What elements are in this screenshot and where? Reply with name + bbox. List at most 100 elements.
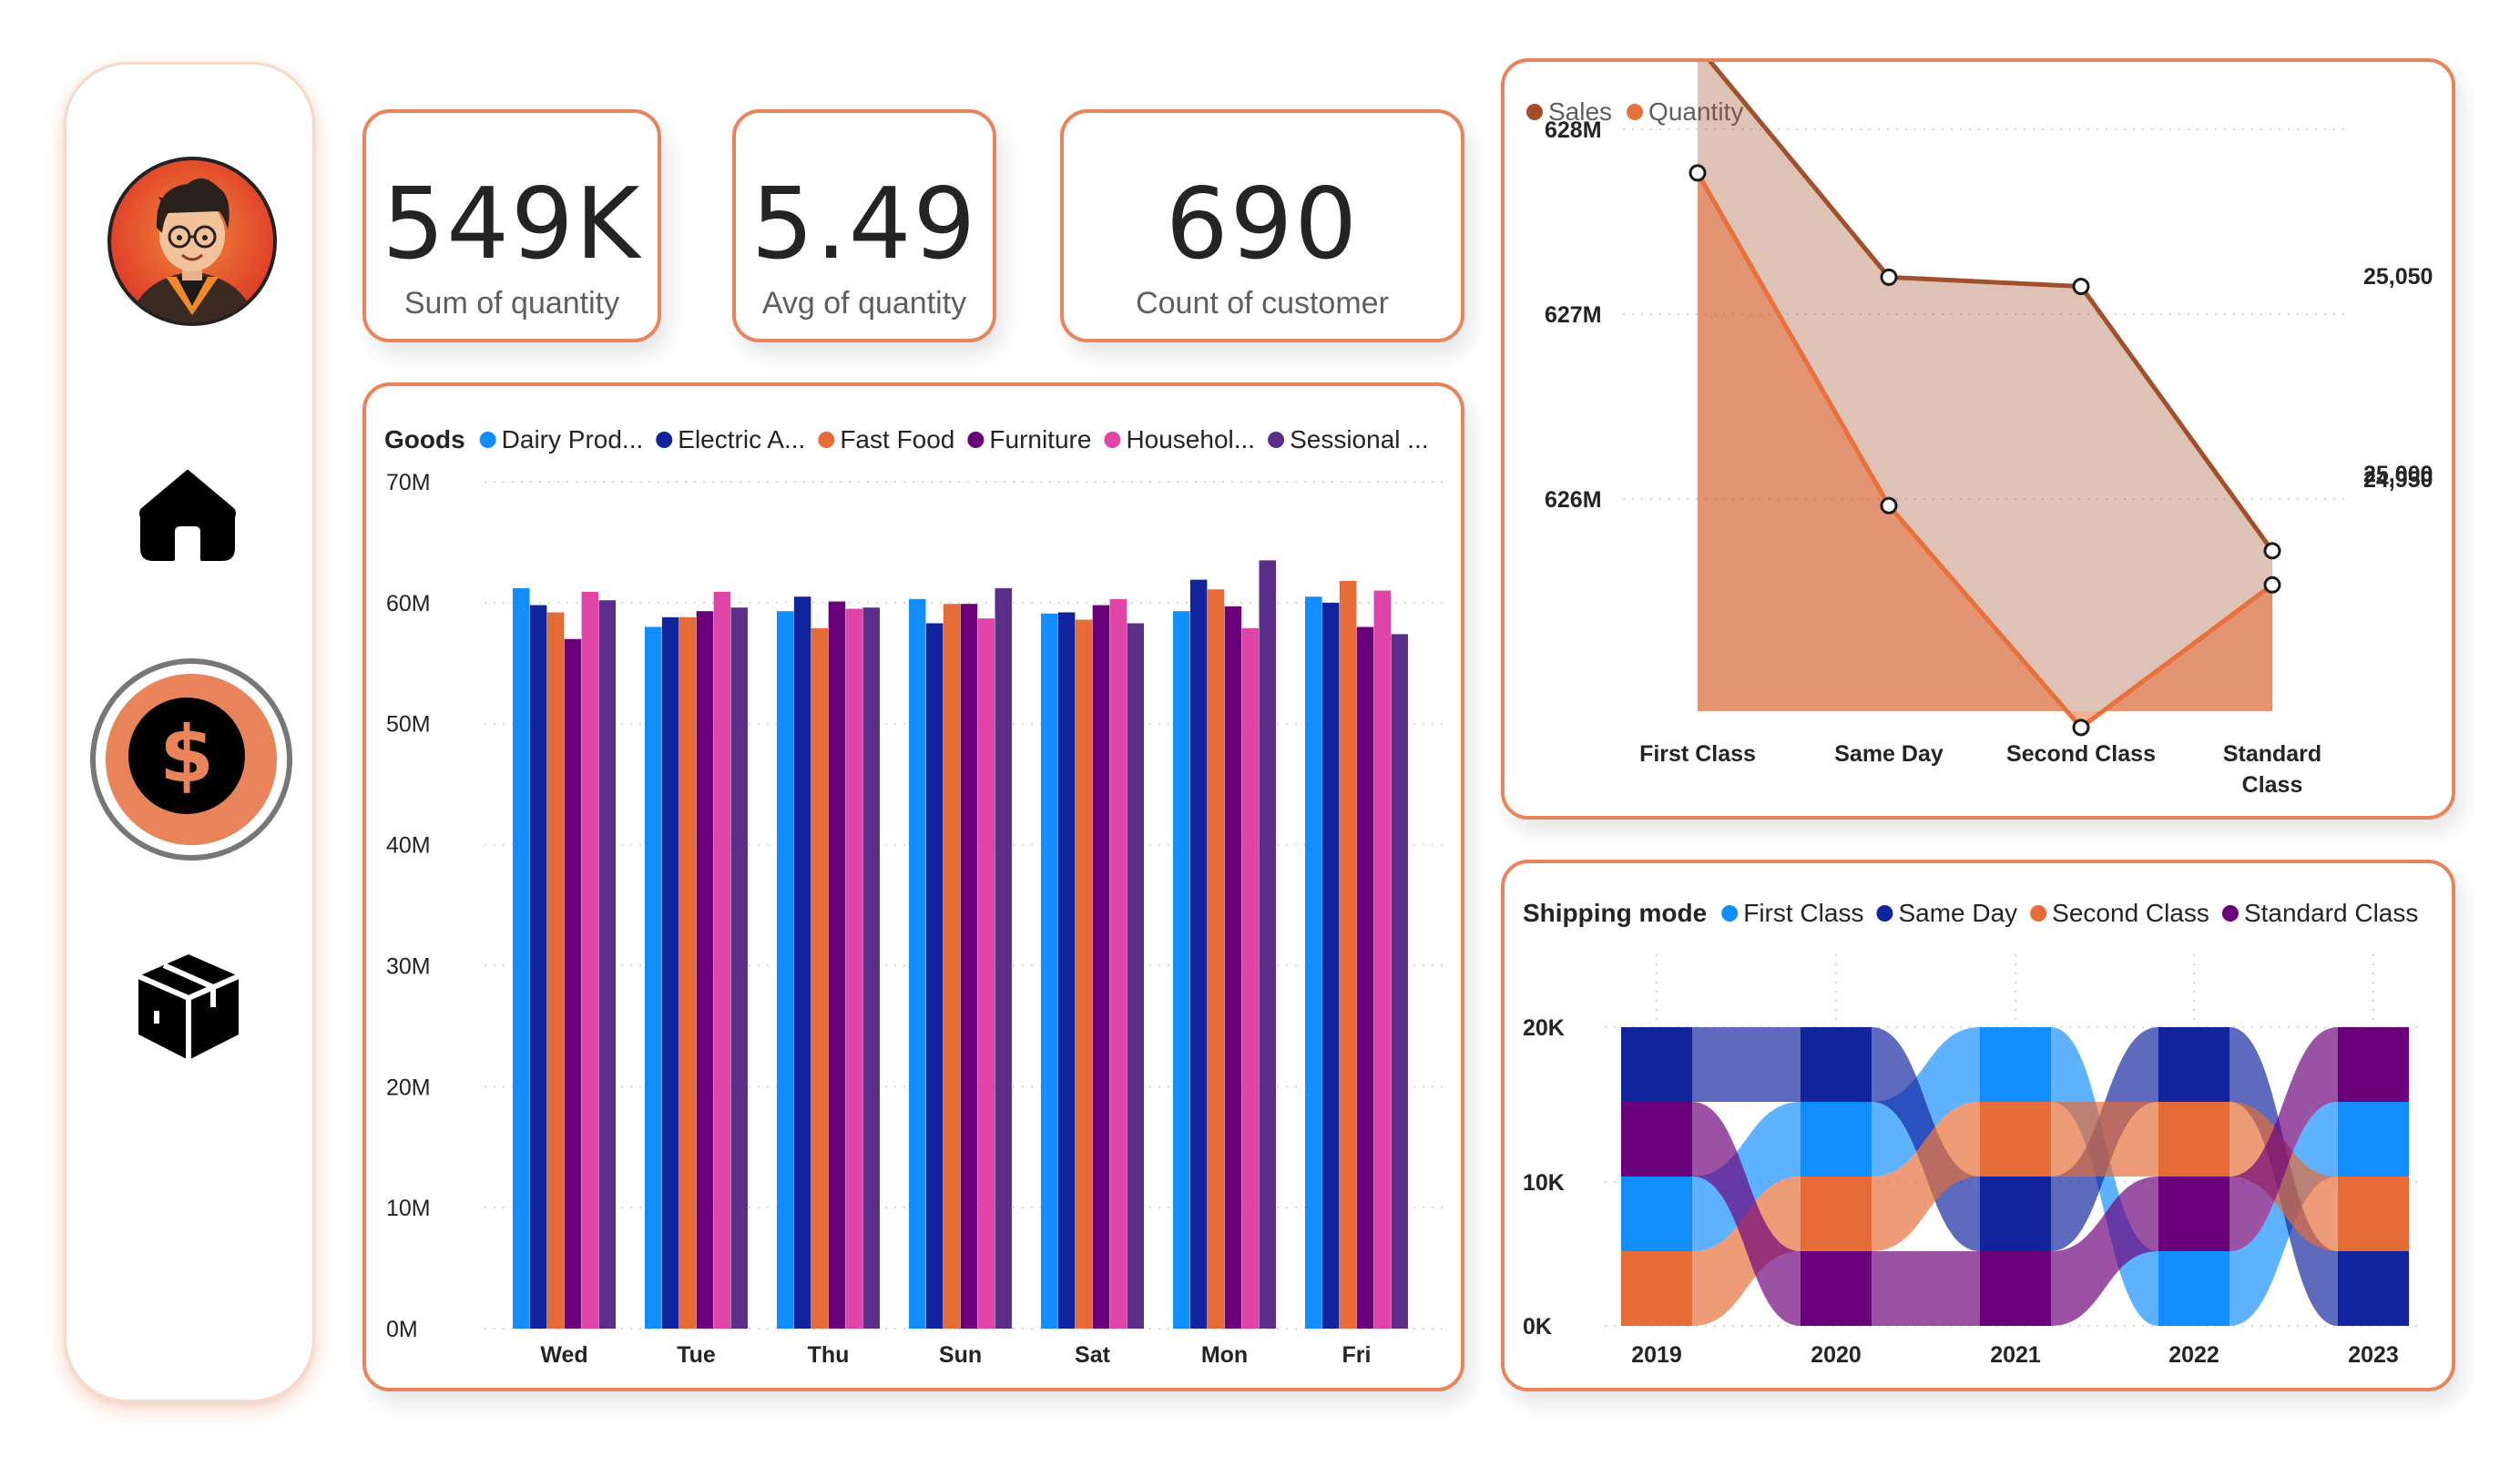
- legend-label: Fast Food: [840, 425, 954, 453]
- bar: [1321, 602, 1340, 1329]
- kpi-card-sum-quantity[interactable]: 549K Sum of quantity: [362, 109, 661, 342]
- y-right-tick-label: 25,050: [2363, 264, 2433, 290]
- bar: [1339, 580, 1357, 1329]
- sales-point: [2263, 542, 2281, 560]
- ribbon-segment: [1801, 1177, 1872, 1251]
- y-tick-label: 10M: [386, 1196, 431, 1221]
- ribbon-connector: [1872, 1102, 1980, 1251]
- bar: [661, 616, 679, 1329]
- bar: [581, 591, 599, 1329]
- nav-products[interactable]: [129, 947, 248, 1065]
- y-left-tick-label: 626M: [1545, 487, 1602, 513]
- ribbon-segment: [2158, 1027, 2229, 1102]
- y-left-tick-label: 628M: [1545, 117, 1602, 143]
- legend-label: Sessional ...: [1290, 425, 1429, 453]
- ribbon-segment: [2158, 1251, 2229, 1326]
- ribbon-segment: [1801, 1027, 1872, 1102]
- kpi-value: 549K: [382, 168, 642, 281]
- quantity-point: [1689, 164, 1707, 182]
- bar: [1391, 634, 1408, 1329]
- ribbon-segment: [1621, 1027, 1692, 1102]
- bar: [713, 591, 731, 1329]
- ribbon-segment: [1980, 1102, 2051, 1177]
- legend-marker: [1721, 905, 1739, 922]
- nav-sales[interactable]: $: [89, 657, 293, 861]
- bar: [1356, 627, 1374, 1329]
- bar: [995, 587, 1012, 1329]
- x-tick-label: Standard: [2223, 741, 2321, 767]
- bar: [811, 627, 829, 1329]
- x-tick-label: Sun: [939, 1342, 982, 1368]
- bar: [909, 598, 926, 1329]
- ribbon-segment: [2338, 1251, 2409, 1326]
- x-tick-label: Fri: [1342, 1342, 1372, 1368]
- bar: [793, 596, 811, 1329]
- kpi-value: 690: [1165, 168, 1360, 281]
- user-avatar[interactable]: [107, 157, 277, 326]
- bar: [678, 616, 697, 1329]
- kpi-label: Avg of quantity: [761, 286, 967, 321]
- y-tick-label: 20K: [1523, 1015, 1565, 1041]
- x-tick-label: Sat: [1075, 1342, 1111, 1368]
- legend-label: Electric A...: [678, 425, 805, 453]
- quantity-point: [1880, 496, 1898, 515]
- bar: [977, 618, 995, 1329]
- bar: [777, 611, 794, 1329]
- y-right-tick-label: 24,950: [2363, 467, 2433, 493]
- kpi-card-count-customer[interactable]: 690 Count of customer: [1060, 109, 1464, 342]
- y-tick-label: 70M: [386, 470, 431, 495]
- legend-label: Househol...: [1126, 425, 1255, 453]
- bar: [943, 604, 961, 1329]
- bar: [546, 612, 565, 1329]
- ribbon-segment: [2338, 1177, 2409, 1251]
- legend-label: Quantity: [1648, 97, 1743, 126]
- ribbon-segment: [1980, 1251, 2051, 1326]
- shipping-ribbon-chart-panel[interactable]: Shipping mode First Class Same Day Second C…: [1501, 860, 2455, 1391]
- legend-title: Shipping mode: [1523, 899, 1707, 927]
- ribbon-segment: [1980, 1177, 2051, 1251]
- bar: [564, 638, 582, 1329]
- bar: [696, 611, 714, 1329]
- bar: [730, 607, 748, 1329]
- goods-bar-chart-panel[interactable]: Goods Dairy Prod... Electric A... Fast Food…: [362, 382, 1464, 1391]
- x-tick-label: Second Class: [2006, 741, 2156, 767]
- legend-marker: [1268, 432, 1285, 448]
- bar: [1241, 627, 1260, 1329]
- kpi-card-avg-quantity[interactable]: 5.49 Avg of quantity: [732, 109, 996, 342]
- ribbon-segment: [1621, 1251, 1692, 1326]
- home-icon: [139, 470, 236, 561]
- x-tick-label: 2021: [1990, 1342, 2041, 1368]
- legend-marker: [1627, 104, 1644, 120]
- legend-marker: [818, 432, 835, 448]
- x-tick-label: Thu: [808, 1342, 850, 1368]
- ribbon-segment: [2158, 1102, 2229, 1177]
- bar: [1075, 619, 1093, 1329]
- kpi-label: Sum of quantity: [403, 286, 620, 321]
- goods-bar-chart: Goods Dairy Prod... Electric A... Fast Food…: [384, 425, 1450, 1368]
- x-tick-label: 2020: [1811, 1342, 1862, 1368]
- bar: [960, 604, 978, 1329]
- legend-marker: [2030, 905, 2047, 922]
- legend-marker: [1104, 432, 1121, 448]
- y-left-tick-label: 627M: [1545, 302, 1602, 328]
- ribbon-segment: [1621, 1177, 1692, 1251]
- ribbon-connector: [2051, 1177, 2158, 1326]
- shipping-area-chart-panel[interactable]: Sales Quantity 626M 627M 628M 24,950 25,000 25,…: [1501, 37, 2455, 820]
- legend-title: Goods: [384, 425, 465, 453]
- y-tick-label: 0M: [386, 1317, 418, 1342]
- ribbon-segment: [2338, 1102, 2409, 1177]
- bar: [1305, 596, 1322, 1329]
- bar: [1127, 623, 1144, 1329]
- x-tick-label: 2023: [2348, 1342, 2399, 1368]
- legend-label: Dairy Prod...: [502, 425, 644, 453]
- bar: [862, 607, 880, 1329]
- legend-label: First Class: [1743, 899, 1863, 927]
- sales-point: [2072, 278, 2090, 296]
- y-right-tick-label: 25,000: [2363, 462, 2433, 487]
- legend-marker: [479, 432, 496, 448]
- ribbon-connector: [1872, 1251, 1980, 1326]
- x-tick-label: Same Day: [1834, 741, 1944, 767]
- ribbon-segment: [1801, 1102, 1872, 1177]
- nav-home[interactable]: [137, 464, 239, 566]
